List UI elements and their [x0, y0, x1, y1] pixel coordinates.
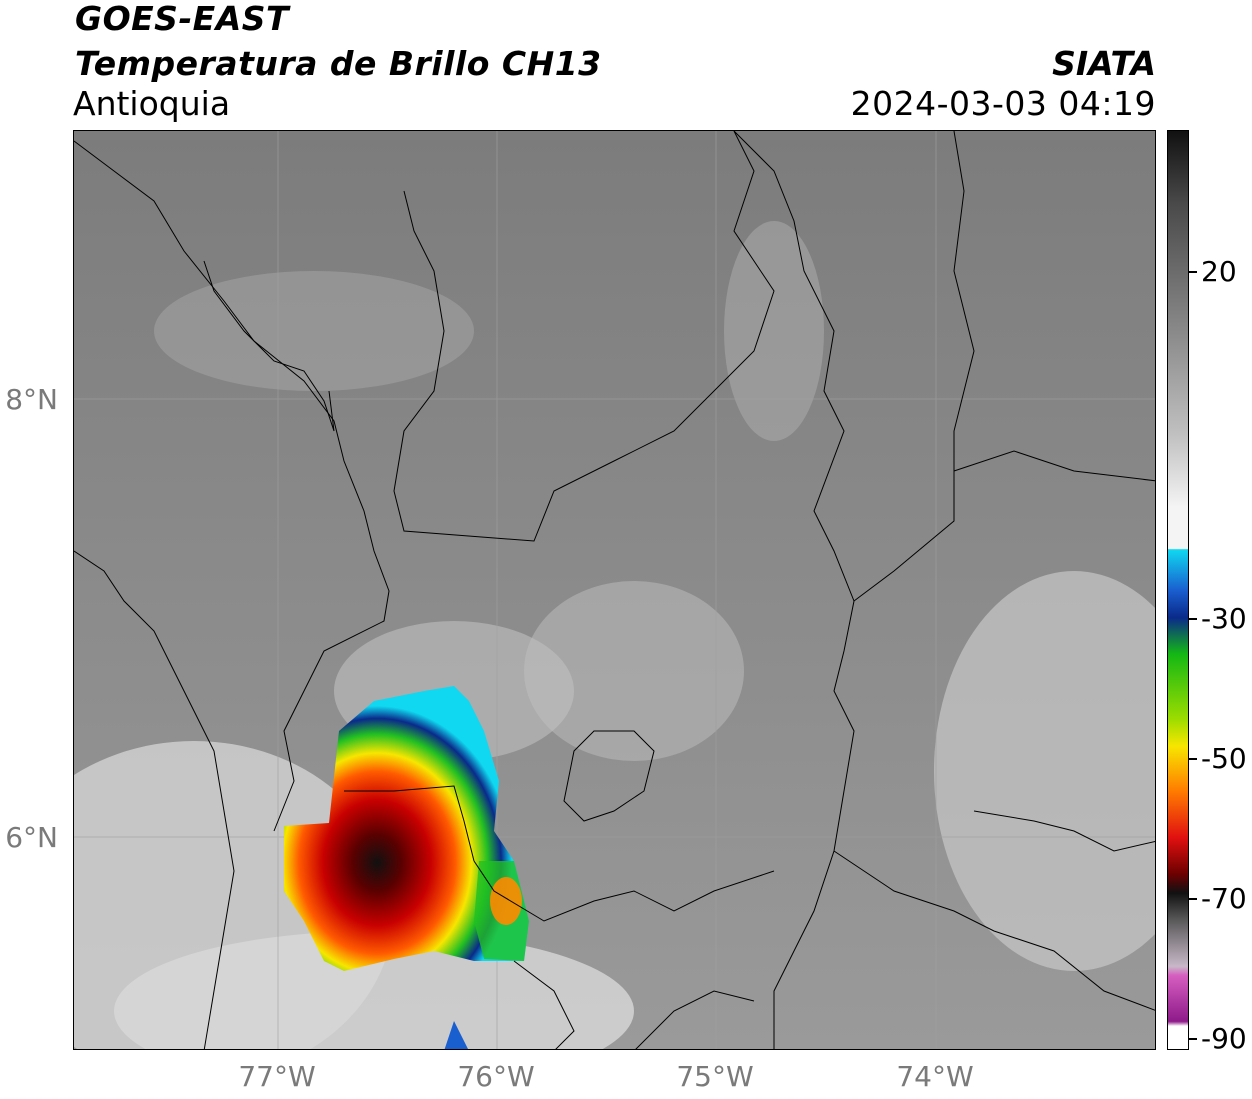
lat-label-6n: 6°N	[5, 821, 58, 854]
colorbar-tick--50	[1189, 758, 1197, 760]
cloud-nw	[154, 271, 474, 391]
lon-label-74w: 74°W	[896, 1060, 974, 1093]
boundaries	[74, 131, 1155, 1049]
colorbar-label--30: -30	[1201, 602, 1247, 635]
colorbar-tick--30	[1189, 618, 1197, 620]
lon-label-75w: 75°W	[676, 1060, 754, 1093]
cloud-e	[934, 571, 1155, 971]
lat-label-8n: 8°N	[5, 383, 58, 416]
product-title: Temperatura de Brillo CH13	[75, 44, 602, 83]
colorbar-tick--90	[1189, 1038, 1197, 1040]
colorbar-label-20: 20	[1201, 255, 1237, 288]
colorbar-label--70: -70	[1201, 882, 1247, 915]
org-label: SIATA	[1052, 44, 1156, 83]
colorbar-label--50: -50	[1201, 742, 1247, 775]
lon-label-77w: 77°W	[238, 1060, 316, 1093]
graticule	[74, 131, 1155, 1049]
region-label: Antioquia	[73, 84, 231, 123]
map-canvas	[74, 131, 1155, 1049]
storm-east-core	[490, 877, 522, 925]
storm-fragment-south	[444, 1021, 468, 1049]
colorbar-tick-20	[1189, 271, 1197, 273]
colorbar-label--90: -90	[1201, 1022, 1247, 1055]
colorbar	[1167, 130, 1189, 1050]
satellite-map[interactable]	[73, 130, 1156, 1050]
storm-cell	[284, 686, 529, 971]
datetime-label: 2024-03-03 04:19	[850, 84, 1156, 123]
satellite-title: GOES-EAST	[75, 0, 290, 38]
cloud-center	[524, 581, 744, 761]
lon-label-76w: 76°W	[457, 1060, 535, 1093]
cloud-n	[724, 221, 824, 441]
colorbar-tick--70	[1189, 898, 1197, 900]
